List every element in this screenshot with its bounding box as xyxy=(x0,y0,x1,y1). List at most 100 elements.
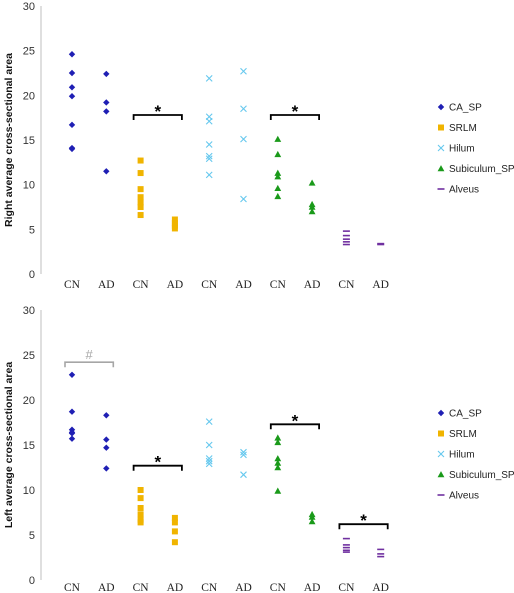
y-tick-label: 0 xyxy=(29,269,35,281)
x-category-label: CN xyxy=(270,279,287,291)
chart-panel-2: 0 5 10 15 20 25 30 Left average cross-sectional… xyxy=(3,305,514,593)
legend-marker xyxy=(438,124,444,131)
legend-marker xyxy=(437,471,445,478)
data-point xyxy=(137,212,144,219)
y-tick-label: 5 xyxy=(29,530,35,542)
significance-mark: # xyxy=(86,347,94,362)
data-point xyxy=(171,225,178,232)
x-category-label: CN xyxy=(133,582,150,593)
legend-item: SRLM xyxy=(438,123,477,134)
x-category-label: CN xyxy=(201,582,218,593)
data-point xyxy=(274,135,282,142)
significance-bracket: * xyxy=(132,453,183,472)
data-point xyxy=(68,69,76,77)
y-tick-label: 30 xyxy=(23,1,35,13)
x-category-label: CN xyxy=(338,279,355,291)
x-category-label: CN xyxy=(201,279,218,291)
y-tick-label: 15 xyxy=(23,440,35,452)
data-point xyxy=(103,70,110,78)
data-point xyxy=(274,150,282,158)
data-point xyxy=(240,67,247,75)
chart-panel-1: 0 5 10 15 20 25 30 Right average cross-sectiona… xyxy=(3,1,514,291)
y-axis-title: Right average cross-sectional area xyxy=(3,53,15,227)
significance-mark: * xyxy=(292,411,299,430)
x-category-label: CN xyxy=(270,582,287,593)
data-point xyxy=(274,192,282,200)
y-tick-label: 15 xyxy=(23,135,35,147)
legend-item: CA_SP xyxy=(437,409,482,420)
data-point xyxy=(171,528,178,535)
data-point xyxy=(274,487,282,494)
data-point xyxy=(68,121,76,129)
data-point xyxy=(68,435,76,442)
data-point xyxy=(103,444,110,451)
data-point xyxy=(205,457,213,465)
significance-bracket: # xyxy=(64,347,115,368)
data-point xyxy=(205,117,213,125)
series-srlm xyxy=(137,487,178,546)
data-point xyxy=(205,455,213,462)
y-tick-label: 25 xyxy=(23,350,35,362)
legend-item: Hilum xyxy=(437,450,475,461)
data-point xyxy=(274,455,282,462)
legend: CA_SP SRLM Hilum Subiculum_SP Alveus xyxy=(437,103,514,196)
data-point xyxy=(240,451,247,459)
y-tick-label: 20 xyxy=(23,395,35,407)
data-point xyxy=(205,171,213,179)
x-category-label: AD xyxy=(98,582,115,593)
data-point xyxy=(308,179,316,186)
data-point xyxy=(240,448,247,456)
legend-item: Subiculum_SP xyxy=(437,470,514,481)
data-point xyxy=(240,135,247,143)
data-point xyxy=(205,418,213,425)
data-point xyxy=(103,465,110,472)
legend-marker xyxy=(437,144,445,152)
data-point xyxy=(137,487,144,493)
data-point xyxy=(103,108,110,115)
y-axis-title: Left average cross-sectional area xyxy=(3,362,15,528)
data-point xyxy=(137,157,144,164)
data-point xyxy=(137,186,144,193)
data-point xyxy=(137,194,144,201)
series-srlm xyxy=(137,157,178,232)
data-point xyxy=(137,199,144,206)
legend-marker xyxy=(437,165,445,172)
data-point xyxy=(205,441,213,449)
data-point xyxy=(240,195,247,203)
legend-item: SRLM xyxy=(438,429,477,440)
legend-marker xyxy=(438,430,444,437)
data-point xyxy=(68,84,76,91)
significance-mark: * xyxy=(154,102,161,121)
data-point xyxy=(205,460,213,468)
series-subiculum-sp xyxy=(274,434,316,525)
data-point xyxy=(274,459,282,466)
y-tick-label: 25 xyxy=(23,46,35,58)
y-tick-label: 5 xyxy=(29,224,35,236)
data-point xyxy=(68,371,76,378)
data-point xyxy=(171,539,178,546)
legend-item: CA_SP xyxy=(437,103,482,114)
series-ca-sp xyxy=(68,371,110,472)
y-tick-label: 0 xyxy=(29,575,35,587)
x-category-label: CN xyxy=(64,582,81,593)
legend-label: Alveus xyxy=(449,491,479,502)
data-point xyxy=(171,514,178,521)
data-point xyxy=(308,518,316,525)
y-tick-label: 30 xyxy=(23,305,35,317)
legend-marker xyxy=(437,450,445,458)
significance-bracket: * xyxy=(132,102,183,121)
legend-item: Alveus xyxy=(437,491,479,502)
legend-marker xyxy=(437,103,445,111)
legend-item: Hilum xyxy=(437,144,475,155)
legend-label: Subiculum_SP xyxy=(449,470,514,481)
data-point xyxy=(240,105,247,113)
significance-mark: * xyxy=(154,453,161,472)
x-category-label: CN xyxy=(133,279,150,291)
legend-label: SRLM xyxy=(449,429,477,440)
data-point xyxy=(137,170,144,177)
data-point xyxy=(308,203,316,210)
significance-bracket: * xyxy=(338,511,389,530)
data-point xyxy=(103,436,110,443)
data-point xyxy=(171,519,178,526)
x-category-label: AD xyxy=(304,279,321,291)
